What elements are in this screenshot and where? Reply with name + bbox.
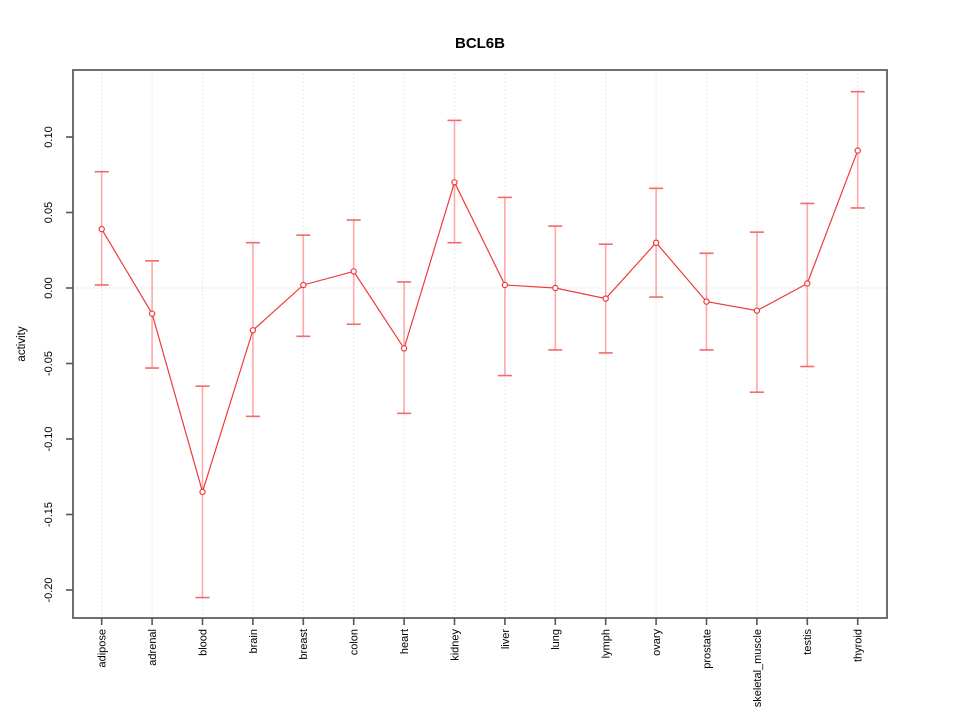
y-tick-label: -0.20 [43, 577, 55, 602]
data-point [400, 345, 408, 352]
x-axis-ticks: adipose adrenal blood brain breast colon heart… [97, 618, 865, 707]
y-tick-label: -0.15 [43, 502, 55, 527]
x-tick-label: ovary [651, 629, 663, 656]
x-tick-label: adrenal [147, 629, 159, 666]
data-point [451, 179, 458, 186]
data-point [199, 488, 206, 496]
series-polyline [101, 150, 859, 494]
x-tick-label: kidney [449, 629, 461, 661]
data-point [652, 239, 660, 246]
x-tick-label: brain [248, 629, 260, 653]
error-bars [94, 90, 865, 599]
x-tick-label: heart [399, 629, 411, 654]
data-points [98, 147, 861, 496]
data-point [350, 268, 357, 275]
gridlines [73, 70, 887, 618]
y-tick-label: -0.10 [43, 426, 55, 451]
data-point [98, 225, 105, 233]
chart-title: BCL6B [455, 35, 505, 52]
y-tick-label: 0.05 [43, 202, 55, 223]
data-point [300, 281, 307, 289]
data-point [854, 147, 861, 154]
x-tick-label: lymph [601, 629, 613, 658]
data-point [602, 295, 609, 302]
y-axis-ticks: 0.10 0.05 0.00 -0.05 -0.10 -0.15 -0.20 [43, 126, 73, 603]
data-point [249, 327, 257, 334]
x-tick-label: breast [298, 629, 310, 660]
x-tick-label: lung [550, 629, 562, 650]
x-tick-label: skeletal_muscle [752, 629, 764, 707]
data-point [753, 307, 761, 314]
plot-box [72, 69, 888, 619]
data-point [552, 284, 559, 292]
y-tick-label: 0.00 [43, 277, 55, 298]
x-tick-label: adipose [97, 629, 109, 668]
plot-border [72, 69, 888, 619]
series-line [101, 150, 859, 494]
x-tick-label: liver [500, 629, 512, 650]
data-point [501, 281, 509, 289]
x-tick-label: testis [802, 629, 814, 655]
x-tick-label: blood [197, 629, 209, 656]
y-tick-label: -0.05 [43, 351, 55, 376]
data-point [703, 298, 710, 305]
x-tick-label: thyroid [853, 629, 865, 662]
x-tick-label: colon [349, 629, 361, 655]
y-tick-label: 0.10 [43, 126, 55, 147]
y-axis-title: activity [16, 326, 28, 361]
data-point [148, 310, 156, 317]
x-tick-label: prostate [701, 629, 713, 669]
data-point [804, 280, 811, 287]
